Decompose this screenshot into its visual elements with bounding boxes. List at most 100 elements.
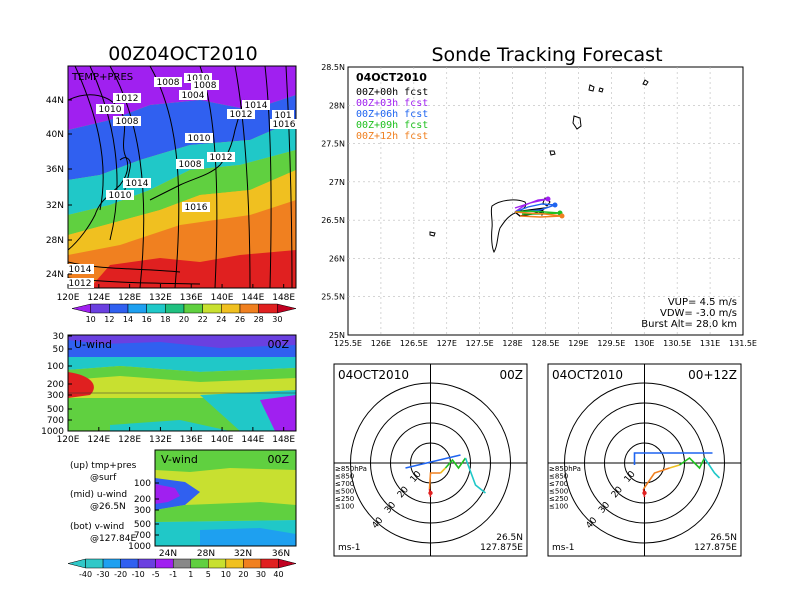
track-date: 04OCT2010 — [356, 71, 427, 84]
hodograph-panel: 10203040≥850hPa≤850≤700≤500≤250≤10004OCT… — [333, 363, 528, 557]
hodo-legend-item: ≤500 — [549, 488, 568, 496]
temp-lat-tick: 36N — [46, 165, 64, 175]
v-y-tick: 100 — [134, 479, 151, 489]
isobar-label: 1008 — [179, 160, 202, 170]
u-x-tick: 120E — [57, 435, 80, 445]
u-y-tick: 700 — [47, 416, 64, 426]
colorbar-label: 16 — [142, 315, 152, 324]
isobar-label: 1010 — [109, 191, 132, 201]
hodo-trace — [428, 472, 441, 490]
v-x-ticks: 24N 28N 32N 36N — [159, 549, 290, 559]
v-wind-label: V-wind — [161, 453, 198, 466]
temp-lat-tick: 40N — [46, 130, 64, 140]
wind-colorbar-swatch — [120, 558, 139, 569]
track-legend-item: 00Z+12h fcst — [356, 131, 428, 142]
track-lon-tick: 127.5E — [466, 339, 494, 348]
colorbar-swatch — [239, 303, 259, 314]
hodo-trace — [405, 454, 461, 469]
wind-colorbar-swatch — [243, 558, 262, 569]
track-lat-tick: 27N — [329, 178, 345, 187]
hodo-legend-item: ≤100 — [335, 503, 354, 511]
hodo-unit: ms-1 — [338, 543, 360, 553]
temp-lon-tick: 136E — [180, 293, 203, 303]
track-lon-tick: 130.5E — [663, 339, 691, 348]
colorbar-swatch — [109, 303, 129, 314]
colorbar-label: 30 — [272, 315, 282, 324]
colorbar-label: 24 — [216, 315, 226, 324]
colorbar-swatch — [127, 303, 147, 314]
isobar-label: 1016 — [185, 203, 208, 213]
wind-colorbar-label: 30 — [256, 570, 266, 579]
u-y-tick: 30 — [53, 332, 65, 342]
u-x-ticks: 120E 124E 128E 132E 136E 140E 144E 148E — [57, 427, 295, 445]
track-lat-tick: 26N — [329, 254, 345, 263]
track-lon-tick: 128E — [502, 339, 522, 348]
temp-panel-label: TEMP+PRES — [71, 72, 133, 83]
colorbar-label: 12 — [104, 315, 114, 324]
isobar-label-bg — [154, 77, 182, 87]
track-legend-item: 00Z+06h fcst — [356, 109, 428, 120]
colorbar-label: 20 — [179, 315, 189, 324]
v-y-tick: 1000 — [128, 542, 151, 552]
temp-lon-tick: 120E — [57, 293, 80, 303]
hodo-trace — [633, 452, 713, 465]
u-y-tick: 50 — [53, 345, 65, 355]
isobar-label-bg — [113, 93, 141, 103]
v-wind-time: 00Z — [267, 453, 289, 466]
u-x-tick: 132E — [149, 435, 172, 445]
track-lon-tick: 130E — [634, 339, 654, 348]
temp-lon-tick: 132E — [149, 293, 172, 303]
hodo-legend-item: ≤250 — [335, 495, 354, 503]
wind-colorbar-label: 10 — [221, 570, 231, 579]
colorbar-swatch — [221, 303, 241, 314]
isobar-label: 1014 — [69, 265, 92, 275]
temp-lon-ticks: 120E 124E 128E 132E 136E 140E 144E 148E — [57, 284, 295, 303]
track-lon-tick: 126E — [371, 339, 391, 348]
hodo-trace — [669, 464, 680, 469]
hodo-loc: 127.875E — [694, 543, 737, 553]
isobar-label: 1008 — [194, 81, 217, 91]
wind-colorbar-label: -20 — [114, 570, 127, 579]
track-info-line: Burst Alt= 28.0 km — [641, 319, 737, 330]
u-wind-label: U-wind — [74, 338, 112, 351]
isobar-label: 1014 — [126, 179, 149, 189]
isobar-label-bg — [66, 278, 94, 288]
isobar-label-bg — [182, 202, 210, 212]
track-lon-tick: 125.5E — [334, 339, 362, 348]
wind-colorbar-swatch — [102, 558, 121, 569]
isobar-label-bg — [191, 80, 219, 90]
isobar-label: 1010 — [99, 105, 122, 115]
wind-colorbar-label: 1 — [188, 570, 193, 579]
isobar-label: 1014 — [245, 101, 268, 111]
track-lon-tick: 128.5E — [532, 339, 560, 348]
isobar-label-bg — [66, 264, 94, 274]
isobar-label-bg — [106, 190, 134, 200]
isobar-label: 1010 — [188, 134, 211, 144]
hodo-legend-item: ≥850hPa — [335, 465, 367, 473]
hodo-surface-point — [642, 490, 647, 496]
wind-colorbar-swatch — [260, 558, 279, 569]
track-path — [514, 203, 556, 213]
temp-colorbar: 10 12 14 16 18 20 22 24 26 28 30 — [71, 303, 297, 324]
colorbar-label: 28 — [254, 315, 264, 324]
hodo-trace — [703, 457, 721, 479]
track-lat-tick: 25.5N — [321, 293, 345, 302]
colorbar-swatch — [71, 303, 91, 314]
note-line: @127.84E — [90, 534, 136, 544]
isobar-label-bg — [227, 109, 255, 119]
track-lon-tick: 131E — [700, 339, 720, 348]
colorbar-label: 14 — [123, 315, 133, 324]
isobar-label: 1008 — [116, 117, 139, 127]
track-lat-ticks: 28.5N 28N 27.5N 27N 26.5N 26N 25.5N 25N — [321, 63, 345, 340]
colorbar-swatch — [90, 303, 110, 314]
wind-colorbar-label: -1 — [169, 570, 177, 579]
track-lat-tick: 28N — [329, 101, 345, 110]
hodo-date-bg — [550, 367, 634, 381]
hodo-time: 00+12Z — [688, 368, 737, 382]
isobar-label: 1004 — [182, 91, 205, 101]
